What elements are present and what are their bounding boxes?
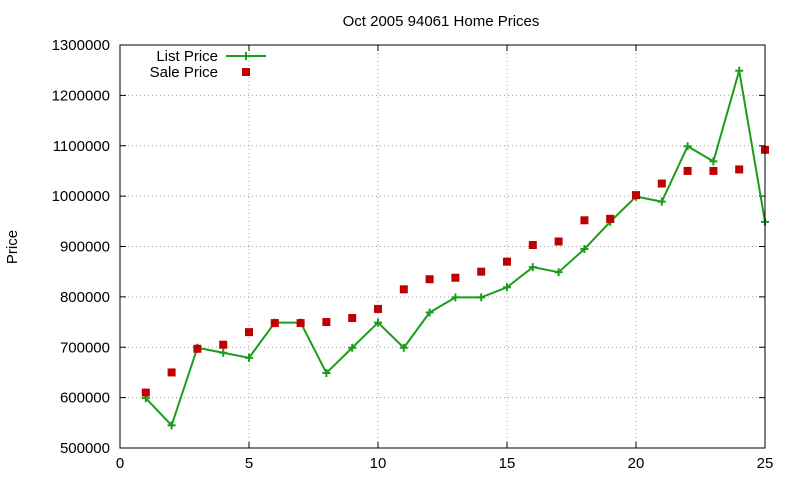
data-point — [451, 273, 460, 282]
y-tick-label: 1200000 — [52, 87, 110, 104]
data-point — [193, 344, 202, 353]
x-tick-label: 20 — [628, 455, 645, 472]
data-point — [709, 157, 718, 166]
data-point — [683, 142, 692, 151]
series-layer — [141, 66, 769, 430]
legend-label: List Price — [156, 48, 218, 65]
x-tick-label: 15 — [499, 455, 516, 472]
x-tick-label: 5 — [245, 455, 253, 472]
ticks: 0 5 10 15 20 25 500000 600000 700000 800000 900000… — [52, 37, 774, 472]
data-point — [270, 319, 279, 328]
x-tick-label: 10 — [370, 455, 387, 472]
data-point — [219, 348, 228, 357]
plot-frame — [119, 44, 766, 449]
y-tick-label: 900000 — [60, 239, 110, 256]
y-tick-label: 800000 — [60, 289, 110, 306]
data-point — [580, 216, 589, 225]
y-tick-label: 1000000 — [52, 188, 110, 205]
y-tick-label: 500000 — [60, 440, 110, 457]
data-point — [167, 368, 176, 377]
data-point — [399, 343, 408, 352]
y-tick-label: 1300000 — [52, 37, 110, 54]
series-2 — [141, 145, 769, 397]
data-point — [167, 421, 176, 430]
data-point — [425, 308, 434, 317]
series-1 — [141, 66, 769, 430]
data-point — [141, 388, 150, 397]
x-tick-label: 25 — [757, 455, 774, 472]
data-point — [399, 285, 408, 294]
data-point — [735, 66, 744, 75]
y-tick-label: 1100000 — [53, 138, 110, 155]
y-tick-label: 700000 — [60, 339, 110, 356]
data-point — [554, 268, 563, 277]
data-point — [296, 319, 305, 328]
data-point — [374, 318, 382, 327]
data-point — [219, 340, 228, 349]
data-point — [528, 240, 537, 249]
legend-marker — [242, 52, 250, 60]
data-point — [348, 314, 357, 323]
data-point — [425, 275, 434, 284]
y-axis-label: Price — [4, 230, 21, 264]
data-point — [477, 267, 486, 276]
data-point — [683, 166, 692, 175]
data-point — [528, 263, 537, 272]
data-point — [477, 293, 486, 302]
legend-marker — [242, 68, 250, 76]
data-point — [348, 343, 357, 352]
data-point — [580, 245, 589, 254]
x-tick-label: 0 — [116, 455, 124, 472]
data-point — [503, 283, 511, 292]
data-point — [632, 191, 640, 200]
series-line — [145, 69, 766, 427]
data-point — [503, 257, 511, 266]
data-point — [554, 237, 563, 246]
data-point — [657, 179, 666, 188]
data-point — [451, 293, 460, 302]
y-tick-label: 600000 — [60, 390, 110, 407]
data-point — [657, 197, 666, 206]
data-point — [322, 368, 331, 377]
legend-label: Sale Price — [150, 64, 218, 81]
data-point — [322, 318, 331, 327]
data-point — [709, 166, 718, 175]
grid — [120, 45, 765, 448]
data-point — [245, 328, 253, 337]
data-point — [374, 304, 382, 313]
chart-title: Oct 2005 94061 Home Prices — [343, 13, 540, 30]
data-point — [735, 165, 744, 174]
data-point — [606, 214, 615, 223]
data-point — [245, 353, 253, 362]
